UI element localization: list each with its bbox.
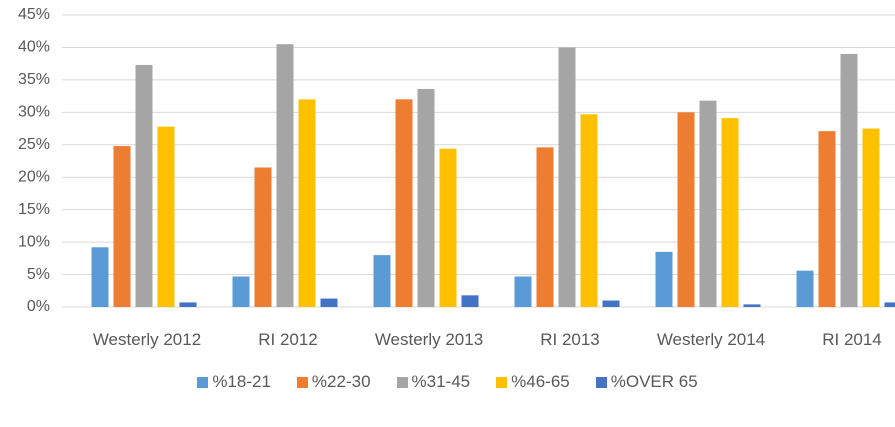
x-tick-label: Westerly 2012 bbox=[92, 330, 202, 349]
y-tick-label: 35% bbox=[18, 71, 50, 88]
bar bbox=[320, 298, 338, 307]
y-tick-label: 5% bbox=[27, 266, 50, 283]
bar bbox=[840, 53, 858, 307]
legend-item: %18-21 bbox=[197, 372, 271, 392]
bar bbox=[91, 247, 109, 307]
y-tick-label: 45% bbox=[18, 6, 50, 23]
y-tick-label: 40% bbox=[18, 39, 50, 56]
legend-swatch bbox=[396, 376, 408, 388]
legend-swatch bbox=[595, 376, 607, 388]
legend-label: %OVER 65 bbox=[610, 372, 698, 391]
bar bbox=[373, 255, 391, 307]
bar bbox=[461, 295, 479, 307]
bar bbox=[113, 146, 131, 307]
bar bbox=[699, 100, 717, 307]
bar bbox=[179, 302, 197, 307]
legend-swatch bbox=[197, 376, 209, 388]
bar bbox=[439, 148, 457, 307]
legend-label: %46-65 bbox=[511, 372, 570, 391]
bar bbox=[743, 304, 761, 307]
bar bbox=[796, 270, 814, 307]
bar bbox=[157, 126, 175, 307]
y-tick-label: 10% bbox=[18, 233, 50, 250]
x-tick-label: Westerly 2014 bbox=[656, 330, 766, 349]
y-tick-label: 30% bbox=[18, 104, 50, 121]
legend-item: %31-45 bbox=[396, 372, 471, 392]
bar bbox=[417, 88, 435, 308]
bar bbox=[721, 118, 739, 307]
bar bbox=[602, 300, 620, 307]
bar bbox=[298, 99, 316, 307]
y-tick-label: 25% bbox=[18, 136, 50, 153]
bar bbox=[655, 251, 673, 307]
x-tick-label: Westerly 2013 bbox=[374, 330, 484, 349]
bar bbox=[135, 64, 153, 307]
legend-label: %31-45 bbox=[411, 372, 471, 391]
bar bbox=[580, 114, 598, 307]
legend-label: %18-21 bbox=[212, 372, 271, 391]
y-tick-label: 20% bbox=[18, 168, 50, 185]
x-tick-label: RI 2012 bbox=[258, 330, 318, 349]
legend-item: %46-65 bbox=[496, 372, 570, 392]
y-tick-label: 0% bbox=[27, 298, 50, 315]
bar bbox=[677, 112, 695, 307]
bar bbox=[514, 276, 532, 307]
legend-swatch bbox=[296, 376, 308, 388]
legend-item: %OVER 65 bbox=[595, 372, 698, 392]
legend-swatch bbox=[496, 376, 508, 388]
legend-label: %22-30 bbox=[311, 372, 371, 391]
y-tick-label: 15% bbox=[18, 201, 50, 218]
bar bbox=[395, 99, 413, 307]
legend: %18-21 %22-30 %31-45 %46-65 %OVER 65 bbox=[0, 372, 895, 392]
bar bbox=[254, 167, 272, 307]
legend-item: %22-30 bbox=[296, 372, 371, 392]
bar bbox=[884, 302, 895, 307]
bar bbox=[536, 147, 554, 307]
bar bbox=[558, 47, 576, 307]
bar bbox=[818, 131, 836, 307]
x-tick-label: RI 2014 bbox=[822, 330, 882, 349]
bar bbox=[232, 276, 250, 307]
bar bbox=[862, 128, 880, 307]
bar bbox=[276, 44, 294, 307]
x-tick-label: RI 2013 bbox=[540, 330, 600, 349]
